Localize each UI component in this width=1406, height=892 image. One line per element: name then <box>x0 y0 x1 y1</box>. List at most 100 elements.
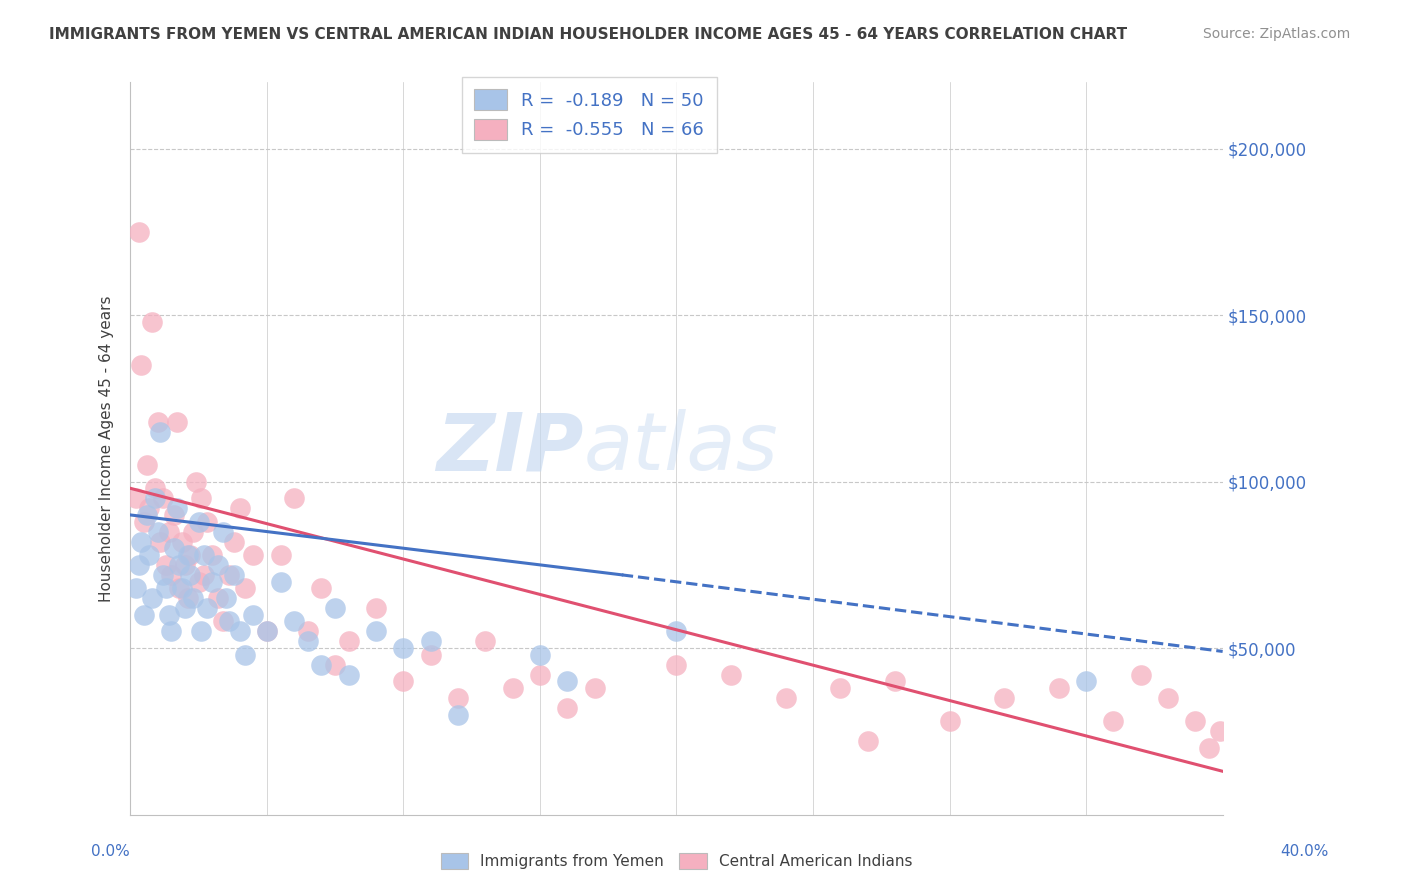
Point <box>1209 724 1232 739</box>
Point <box>323 601 346 615</box>
Point <box>169 581 191 595</box>
Point <box>256 624 278 639</box>
Point <box>160 624 183 639</box>
Point <box>146 415 169 429</box>
Point <box>311 581 333 595</box>
Point <box>163 508 186 522</box>
Point <box>128 558 150 572</box>
Point <box>212 524 235 539</box>
Point <box>218 615 240 629</box>
Point <box>149 425 172 439</box>
Point <box>364 601 387 615</box>
Point <box>172 581 194 595</box>
Point <box>1074 674 1097 689</box>
Point <box>190 491 212 506</box>
Point <box>830 681 852 695</box>
Point <box>172 534 194 549</box>
Point <box>297 634 319 648</box>
Point <box>195 601 218 615</box>
Point <box>993 691 1015 706</box>
Point <box>166 415 188 429</box>
Point <box>174 601 197 615</box>
Point <box>297 624 319 639</box>
Point <box>201 548 224 562</box>
Point <box>502 681 524 695</box>
Point <box>163 541 186 556</box>
Point <box>129 358 152 372</box>
Point <box>207 591 229 606</box>
Point <box>419 648 441 662</box>
Point <box>1102 714 1125 729</box>
Point <box>143 491 166 506</box>
Point <box>176 591 198 606</box>
Point <box>179 548 201 562</box>
Point <box>665 624 688 639</box>
Point <box>938 714 960 729</box>
Point <box>135 508 157 522</box>
Point <box>138 548 160 562</box>
Point <box>215 591 238 606</box>
Point <box>143 481 166 495</box>
Point <box>1184 714 1206 729</box>
Point <box>242 548 264 562</box>
Point <box>135 458 157 472</box>
Point <box>224 567 246 582</box>
Point <box>392 674 415 689</box>
Point <box>193 548 215 562</box>
Text: ZIP: ZIP <box>436 409 583 487</box>
Point <box>474 634 496 648</box>
Point <box>364 624 387 639</box>
Point <box>174 558 197 572</box>
Point <box>555 674 578 689</box>
Point <box>1047 681 1070 695</box>
Point <box>583 681 606 695</box>
Text: Source: ZipAtlas.com: Source: ZipAtlas.com <box>1202 27 1350 41</box>
Point <box>176 548 198 562</box>
Point <box>146 524 169 539</box>
Point <box>157 607 180 622</box>
Text: IMMIGRANTS FROM YEMEN VS CENTRAL AMERICAN INDIAN HOUSEHOLDER INCOME AGES 45 - 64: IMMIGRANTS FROM YEMEN VS CENTRAL AMERICA… <box>49 27 1128 42</box>
Point <box>132 607 155 622</box>
Point <box>283 615 305 629</box>
Point <box>447 707 470 722</box>
Point <box>270 548 292 562</box>
Point <box>157 524 180 539</box>
Point <box>270 574 292 589</box>
Point <box>856 734 879 748</box>
Point <box>228 501 250 516</box>
Point <box>128 225 150 239</box>
Point <box>1157 691 1180 706</box>
Point <box>1198 741 1220 756</box>
Point <box>141 591 163 606</box>
Y-axis label: Householder Income Ages 45 - 64 years: Householder Income Ages 45 - 64 years <box>100 295 114 601</box>
Point <box>1129 667 1152 681</box>
Point <box>160 567 183 582</box>
Point <box>132 515 155 529</box>
Point <box>555 701 578 715</box>
Point <box>337 667 360 681</box>
Point <box>187 574 209 589</box>
Point <box>529 648 551 662</box>
Point <box>125 581 148 595</box>
Text: atlas: atlas <box>583 409 779 487</box>
Point <box>720 667 742 681</box>
Point <box>138 501 160 516</box>
Point <box>190 624 212 639</box>
Point <box>884 674 907 689</box>
Legend: R =  -0.189   N = 50, R =  -0.555   N = 66: R = -0.189 N = 50, R = -0.555 N = 66 <box>461 77 717 153</box>
Point <box>155 558 177 572</box>
Point <box>152 567 174 582</box>
Point <box>224 534 246 549</box>
Point <box>233 648 256 662</box>
Point <box>179 567 201 582</box>
Point <box>419 634 441 648</box>
Point <box>166 501 188 516</box>
Point <box>392 641 415 656</box>
Point <box>529 667 551 681</box>
Point <box>218 567 240 582</box>
Point <box>283 491 305 506</box>
Point <box>125 491 148 506</box>
Point <box>665 657 688 672</box>
Point <box>195 515 218 529</box>
Point <box>233 581 256 595</box>
